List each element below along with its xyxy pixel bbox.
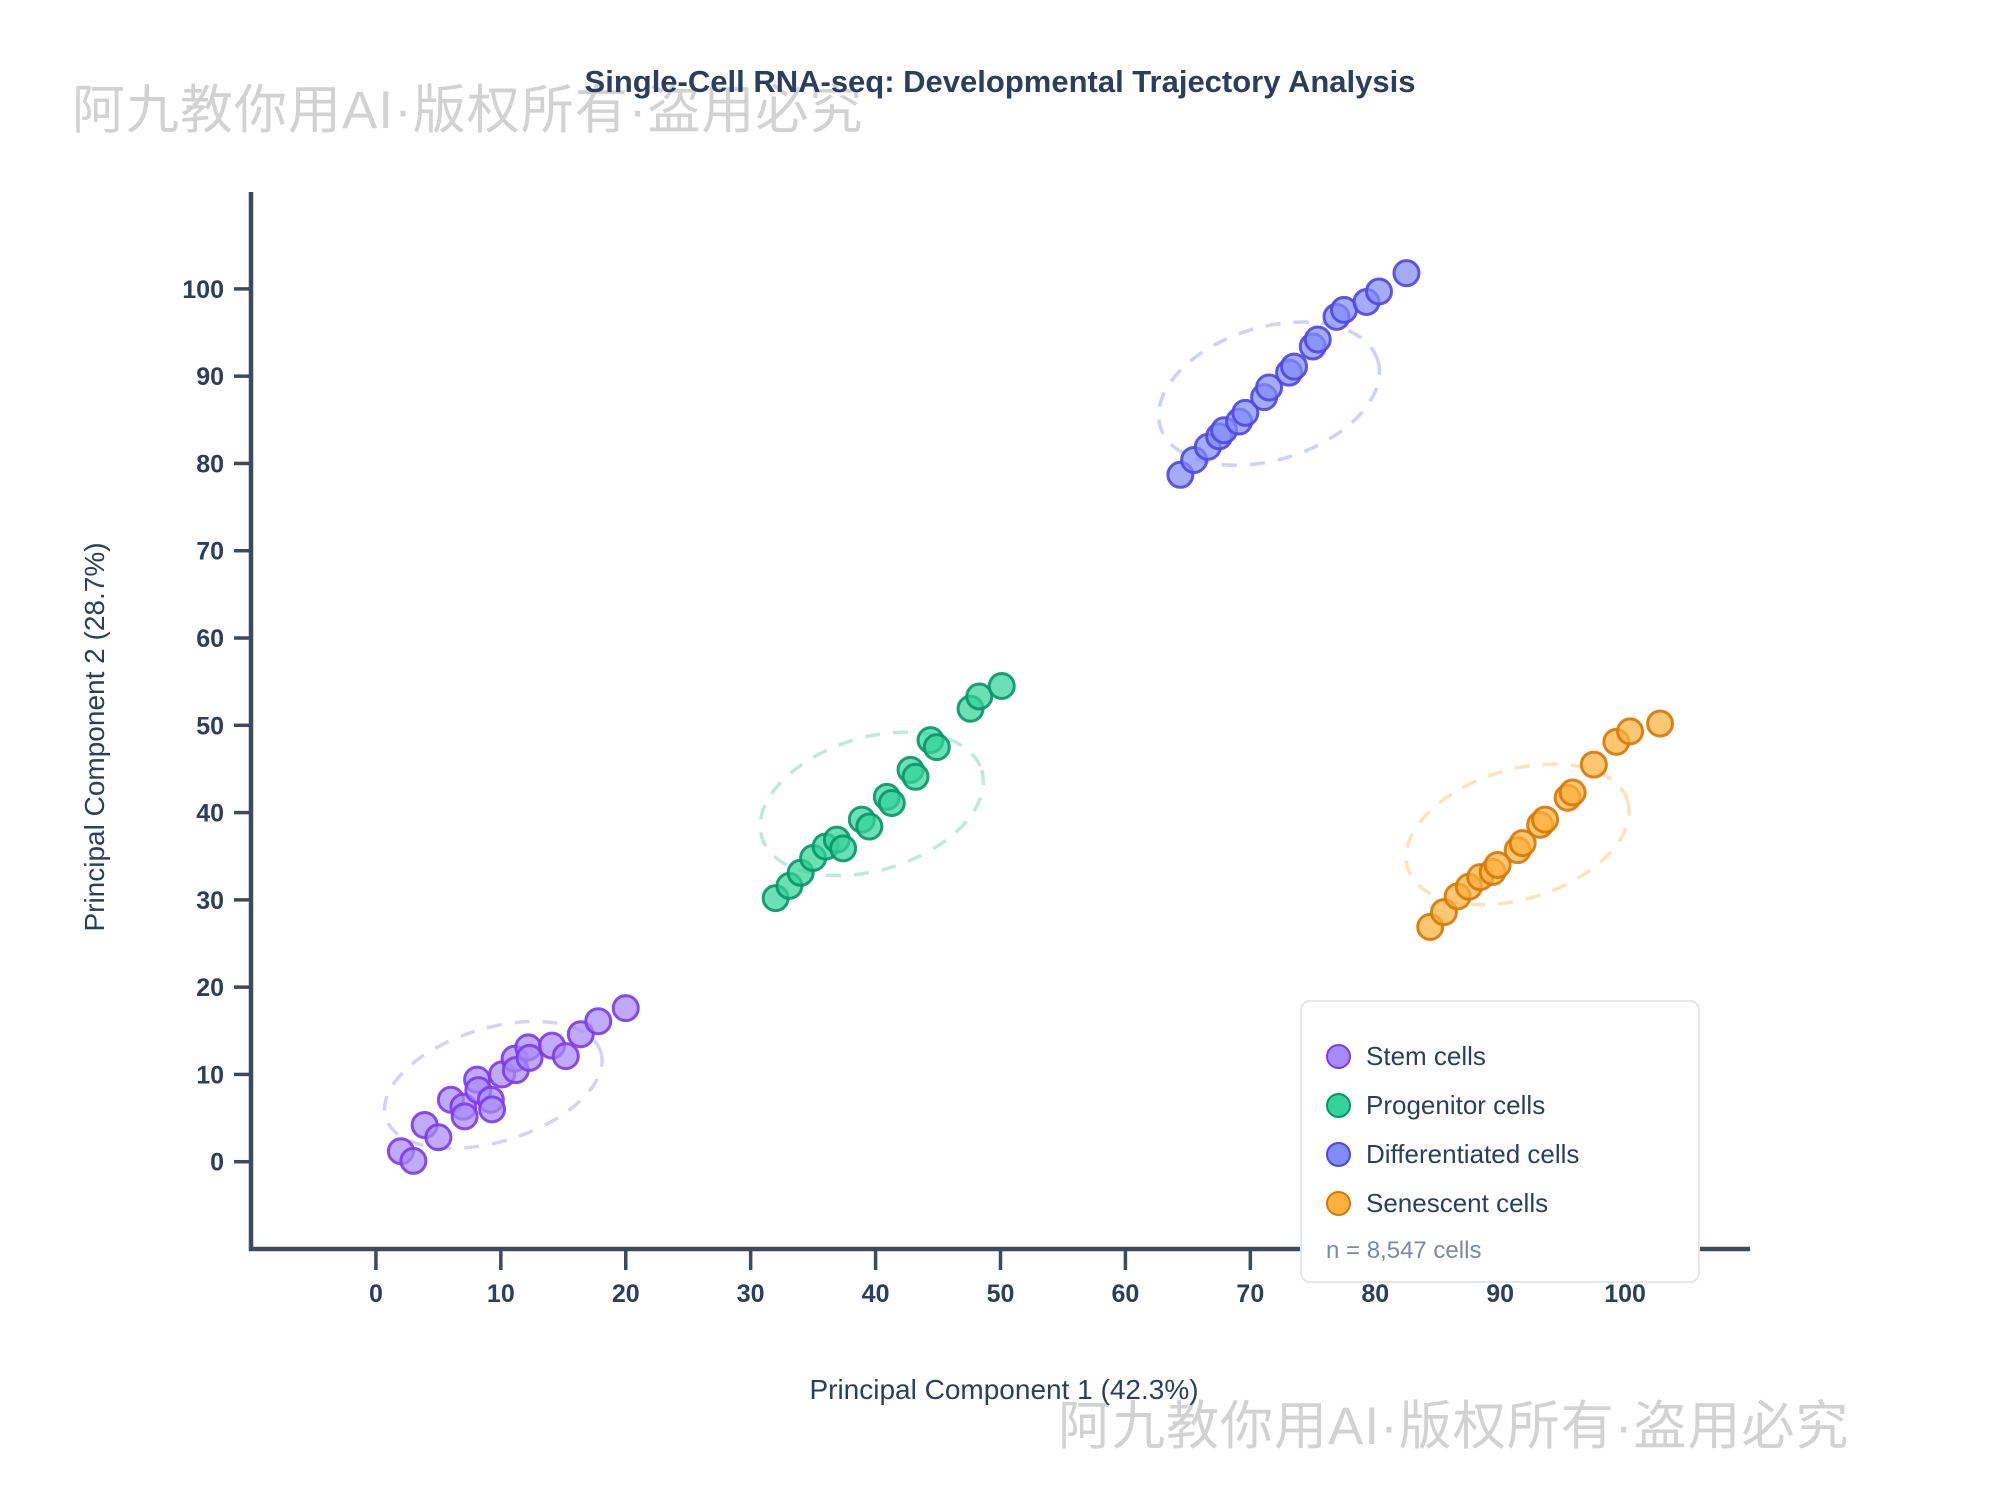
data-point[interactable] xyxy=(1364,277,1393,306)
data-point[interactable] xyxy=(424,1123,453,1152)
stem-cells-swatch-icon xyxy=(1326,1044,1351,1069)
data-point[interactable] xyxy=(1280,352,1309,381)
legend-label: Differentiated cells xyxy=(1366,1139,1580,1169)
cluster-ellipse xyxy=(1156,320,1382,467)
y-tick-label: 100 xyxy=(182,276,224,304)
data-point[interactable] xyxy=(584,1007,613,1036)
progenitor-cells-swatch-icon xyxy=(1326,1093,1351,1118)
legend-label: Senescent cells xyxy=(1366,1188,1549,1218)
x-axis-title: Principal Component 1 (42.3%) xyxy=(809,1374,1199,1405)
chart-title: Single-Cell RNA-seq: Developmental Traje… xyxy=(584,64,1416,99)
data-point[interactable] xyxy=(1508,829,1537,858)
x-tick-label: 0 xyxy=(369,1280,383,1308)
data-point[interactable] xyxy=(1483,850,1512,879)
data-point[interactable] xyxy=(1303,325,1332,354)
data-point[interactable] xyxy=(1255,373,1284,402)
x-tick-label: 20 xyxy=(612,1280,640,1308)
x-tick-label: 60 xyxy=(1112,1280,1140,1308)
cluster-ellipse xyxy=(1404,762,1631,907)
x-tick-label: 100 xyxy=(1604,1280,1646,1308)
y-tick-label: 60 xyxy=(196,625,224,653)
data-point[interactable] xyxy=(1579,750,1608,779)
legend-sample-size: n = 8,547 cells xyxy=(1326,1237,1482,1264)
cluster-ellipses xyxy=(382,320,1631,1151)
watermark-top: 阿九教你用AI·版权所有·盗用必究 xyxy=(72,81,864,140)
x-tick-label: 80 xyxy=(1361,1280,1389,1308)
x-tick-label: 70 xyxy=(1236,1280,1264,1308)
legend-item-stem-cells[interactable]: Stem cells xyxy=(1326,1032,1698,1081)
y-tick-label: 40 xyxy=(196,800,224,828)
data-point[interactable] xyxy=(1646,709,1675,738)
data-point[interactable] xyxy=(855,812,884,841)
x-tick-label: 50 xyxy=(987,1280,1015,1308)
x-tick-label: 90 xyxy=(1486,1280,1514,1308)
data-point[interactable] xyxy=(922,733,951,762)
y-tick-label: 70 xyxy=(196,538,224,566)
y-tick-label: 10 xyxy=(196,1061,224,1089)
data-point[interactable] xyxy=(901,762,930,791)
legend-item-progenitor-cells[interactable]: Progenitor cells xyxy=(1326,1081,1698,1130)
data-point[interactable] xyxy=(987,672,1016,701)
data-point[interactable] xyxy=(1616,717,1645,746)
y-tick-label: 50 xyxy=(196,712,224,740)
y-tick-label: 0 xyxy=(210,1149,224,1177)
data-point[interactable] xyxy=(877,788,906,817)
y-tick-label: 20 xyxy=(196,974,224,1002)
legend-item-senescent-cells[interactable]: Senescent cells xyxy=(1326,1179,1698,1228)
legend: Stem cells Progenitor cells Differentiat… xyxy=(1300,1000,1700,1283)
legend-label: Progenitor cells xyxy=(1366,1090,1546,1120)
data-point[interactable] xyxy=(1558,778,1587,807)
x-tick-label: 10 xyxy=(487,1280,515,1308)
data-point[interactable] xyxy=(1531,805,1560,834)
differentiated-cells-swatch-icon xyxy=(1326,1142,1351,1167)
watermark-bottom: 阿九教你用AI·版权所有·盗用必究 xyxy=(1058,1397,1850,1456)
cluster-ellipse xyxy=(382,1019,604,1151)
data-point[interactable] xyxy=(551,1042,580,1071)
data-point[interactable] xyxy=(965,682,994,711)
legend-label: Stem cells xyxy=(1366,1041,1486,1071)
data-point[interactable] xyxy=(611,994,640,1023)
data-point[interactable] xyxy=(478,1095,507,1124)
y-axis-title: Principal Component 2 (28.7%) xyxy=(79,542,110,932)
data-point[interactable] xyxy=(1392,259,1421,288)
data-point[interactable] xyxy=(829,834,858,863)
x-tick-label: 40 xyxy=(862,1280,890,1308)
y-tick-label: 30 xyxy=(196,887,224,915)
data-points xyxy=(386,259,1675,1175)
y-tick-label: 90 xyxy=(196,363,224,391)
data-point[interactable] xyxy=(450,1102,479,1131)
y-tick-label: 80 xyxy=(196,450,224,478)
cluster-ellipse xyxy=(758,730,986,878)
data-point[interactable] xyxy=(515,1043,544,1072)
data-point[interactable] xyxy=(399,1146,428,1175)
data-point[interactable] xyxy=(1231,398,1260,427)
legend-item-differentiated-cells[interactable]: Differentiated cells xyxy=(1326,1130,1698,1179)
x-tick-label: 30 xyxy=(737,1280,765,1308)
senescent-cells-swatch-icon xyxy=(1326,1191,1351,1216)
